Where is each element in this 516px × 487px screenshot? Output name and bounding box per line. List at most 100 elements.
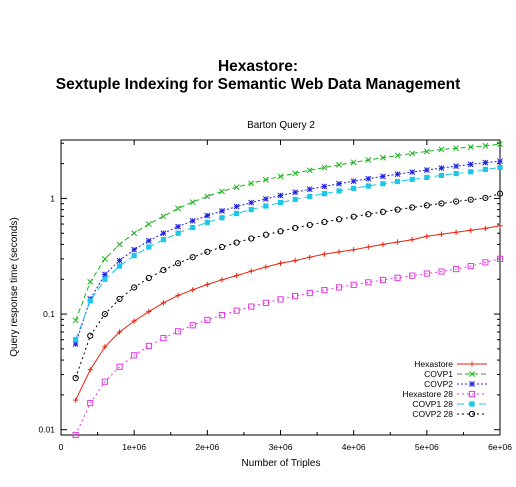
data-point (174, 328, 182, 335)
data-point (409, 204, 416, 211)
data-point (365, 183, 371, 189)
data-point (292, 170, 299, 177)
data-point (321, 183, 328, 190)
data-point (469, 361, 475, 367)
data-point (262, 231, 269, 238)
data-point (72, 317, 79, 324)
data-point (394, 206, 401, 213)
data-point (204, 281, 210, 288)
data-point (365, 175, 372, 182)
data-point (321, 191, 327, 197)
data-point (469, 371, 475, 377)
data-point (497, 223, 503, 229)
series-line (75, 143, 501, 321)
data-point (307, 254, 313, 260)
x-axis-label: Number of Triples (242, 458, 321, 469)
data-point (467, 262, 474, 270)
series-hexastore-28 (72, 255, 504, 439)
data-point (175, 292, 181, 299)
series-covp1 (72, 141, 503, 324)
data-point (204, 219, 210, 226)
data-point (87, 367, 93, 373)
data-point (453, 265, 460, 273)
data-point (101, 255, 108, 262)
data-point (189, 254, 196, 261)
data-point (234, 273, 240, 279)
data-point (175, 230, 181, 236)
data-point (277, 228, 284, 235)
data-point (263, 203, 269, 209)
data-point (233, 307, 240, 314)
y-tick-label: 0.1 (43, 309, 55, 319)
data-point (423, 270, 430, 277)
data-point (438, 172, 445, 179)
legend-label: COVP1 28 (412, 399, 453, 409)
data-point (321, 251, 327, 257)
data-point (306, 289, 313, 297)
data-point (409, 237, 415, 243)
data-point (336, 180, 342, 187)
data-point (292, 224, 299, 232)
data-point (497, 141, 503, 148)
data-point (233, 184, 240, 191)
data-point (453, 170, 459, 177)
data-point (218, 311, 226, 319)
data-point (438, 146, 445, 153)
x-tick-label: 5e+06 (415, 442, 439, 452)
legend-label: Hexastore (414, 359, 453, 369)
data-point (72, 431, 79, 439)
legend-label: Hexastore 28 (402, 389, 453, 399)
data-point (145, 221, 152, 228)
data-point (160, 230, 167, 237)
data-point (351, 185, 357, 192)
data-point (409, 272, 416, 279)
data-point (467, 144, 474, 151)
data-point (116, 263, 123, 269)
data-point (365, 279, 372, 286)
data-point (424, 174, 430, 180)
x-tick-label: 2e+06 (195, 442, 219, 452)
data-point (101, 271, 108, 278)
y-tick-label: 1 (50, 193, 55, 203)
data-point (160, 300, 167, 306)
data-point (233, 239, 240, 246)
data-point (145, 342, 152, 350)
data-point (482, 194, 489, 202)
data-point (102, 344, 108, 350)
data-point (394, 239, 401, 245)
data-point (101, 378, 109, 385)
data-point (277, 296, 284, 303)
data-point (204, 193, 211, 200)
data-point (234, 210, 240, 217)
data-point (423, 148, 430, 155)
data-point (292, 292, 299, 300)
data-point (174, 260, 182, 267)
data-point (189, 322, 196, 329)
data-point (468, 227, 474, 233)
x-tick-label: 3e+06 (269, 442, 293, 452)
data-point (87, 278, 94, 285)
data-point (190, 287, 196, 293)
data-point (321, 218, 328, 226)
data-point (160, 237, 167, 243)
data-point (218, 243, 226, 251)
data-point (204, 316, 211, 324)
page-title-line-1: Hexastore: (217, 58, 299, 75)
data-point (116, 257, 123, 264)
data-point (409, 150, 416, 157)
data-point (350, 159, 357, 166)
data-point (482, 225, 488, 232)
data-point (409, 176, 415, 183)
data-point (219, 215, 225, 221)
data-point (204, 212, 211, 219)
data-point (453, 198, 460, 205)
data-point (190, 224, 196, 231)
data-point (292, 189, 299, 196)
data-point (394, 152, 401, 159)
data-point (146, 309, 152, 315)
data-point (365, 211, 372, 218)
data-point (496, 255, 504, 262)
data-point (351, 247, 357, 253)
data-point (482, 166, 488, 173)
